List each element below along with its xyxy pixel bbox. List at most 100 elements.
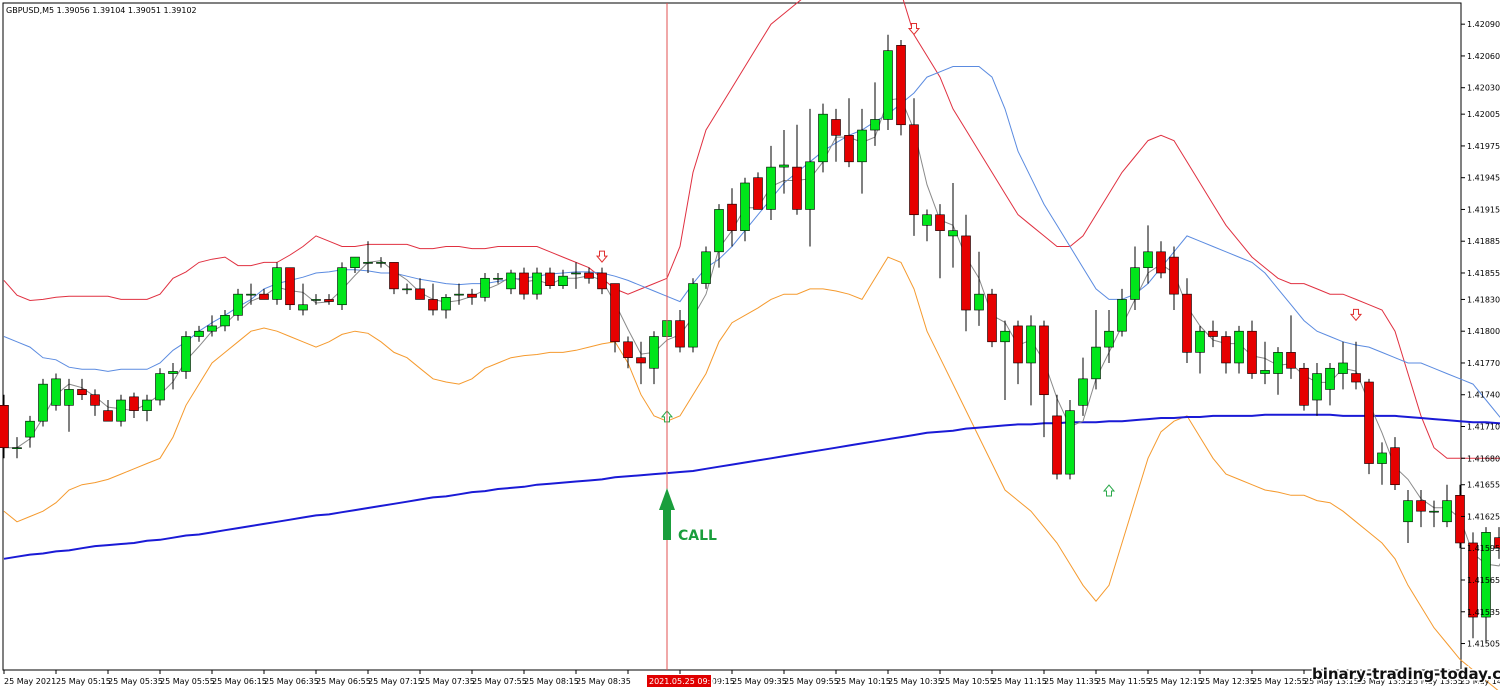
time-tick-label: 25 May 05:55: [160, 677, 215, 686]
candle-body: [481, 278, 490, 297]
candle-body: [897, 45, 906, 124]
candle-body: [338, 268, 347, 305]
price-tick-label: 1.42090: [1467, 20, 1500, 29]
price-tick-label: 1.41975: [1467, 142, 1500, 151]
candle-body: [1066, 411, 1075, 475]
candle-body: [845, 135, 854, 161]
price-tick-label: 1.41915: [1467, 205, 1500, 214]
time-tick-label: 25 May 05:15: [56, 677, 111, 686]
candle-body: [1248, 331, 1257, 373]
candle-body: [169, 371, 178, 373]
candle-body: [273, 268, 282, 300]
candle-body: [1092, 347, 1101, 379]
candle-body: [299, 305, 308, 310]
candle-body: [1274, 352, 1283, 373]
candle: [611, 284, 620, 353]
candle-body: [793, 167, 802, 209]
candle-body: [559, 276, 568, 286]
price-tick-label: 1.42005: [1467, 110, 1500, 119]
candle-body: [637, 358, 646, 363]
candle-body: [1261, 370, 1270, 373]
candle: [1365, 379, 1374, 474]
candle-body: [0, 405, 9, 447]
time-tick-label: 25 May 11:35: [1044, 677, 1099, 686]
candle-body: [1443, 501, 1452, 522]
candle-body: [780, 165, 789, 167]
candle-body: [871, 119, 880, 130]
candle-body: [234, 294, 243, 315]
candle-body: [221, 315, 230, 326]
time-tick-label: 25 May 12:15: [1148, 677, 1203, 686]
candle-body: [1027, 326, 1036, 363]
candle-body: [624, 342, 633, 358]
candle-body: [715, 209, 724, 251]
symbol-header: GBPUSD,M5 1.39056 1.39104 1.39051 1.3910…: [6, 6, 197, 15]
price-tick-label: 1.41885: [1467, 237, 1500, 246]
time-tick-label: 25 May 10:15: [836, 677, 891, 686]
price-tick-label: 1.41855: [1467, 269, 1500, 278]
candle-body: [1378, 453, 1387, 464]
candle-body: [143, 400, 152, 411]
time-tick-label: 25 May 10:55: [940, 677, 995, 686]
time-tick-label: 25 May 08:35: [576, 677, 631, 686]
candle: [156, 368, 165, 405]
candle-body: [819, 114, 828, 162]
candle-body: [585, 273, 594, 278]
candle-body: [195, 331, 204, 336]
candle-body: [260, 294, 269, 299]
candle-body: [858, 130, 867, 162]
candle-body: [312, 299, 321, 300]
candle-body: [741, 183, 750, 231]
time-tick-label: 25 May 09:55: [784, 677, 839, 686]
candle: [702, 247, 711, 289]
candle-body: [247, 294, 256, 295]
time-tick-label: 25 May 08:15: [524, 677, 579, 686]
price-tick-label: 1.41740: [1467, 391, 1500, 400]
candle-body: [78, 389, 87, 394]
time-tick-label: 25 May 11:15: [992, 677, 1047, 686]
candle-body: [1183, 294, 1192, 352]
candle-body: [1339, 363, 1348, 374]
price-tick-label: 1.41710: [1467, 422, 1500, 431]
candle-body: [1157, 252, 1166, 273]
time-tick-label: 25 May 07:15: [368, 677, 423, 686]
candle-body: [1430, 511, 1439, 512]
candle-body: [546, 273, 555, 286]
candle-body: [1300, 368, 1309, 405]
candle-body: [572, 273, 581, 274]
candle-body: [507, 273, 516, 289]
watermark: binary-trading-today.com: [1312, 665, 1500, 683]
candle-body: [910, 125, 919, 215]
candle-body: [1144, 252, 1153, 268]
candle-body: [1326, 368, 1335, 389]
candle-body: [1456, 495, 1465, 543]
time-tick-label: 25 May 07:35: [420, 677, 475, 686]
candle-body: [676, 321, 685, 347]
candle-body: [39, 384, 48, 421]
candle: [689, 278, 698, 352]
time-tick-label: 25 May 06:15: [212, 677, 267, 686]
candle: [52, 374, 61, 411]
candle-body: [1222, 337, 1231, 363]
candle-body: [26, 421, 35, 437]
candle-body: [1417, 501, 1426, 512]
candle-body: [52, 379, 61, 405]
candle-body: [91, 395, 100, 406]
candle-body: [286, 268, 295, 305]
price-tick-label: 1.41655: [1467, 481, 1500, 490]
time-tick-label: 25 May 12:55: [1252, 677, 1307, 686]
candle-body: [325, 299, 334, 301]
candle-body: [429, 299, 438, 310]
candle: [338, 262, 347, 310]
candle-body: [611, 284, 620, 342]
candle-body: [416, 289, 425, 300]
candle-body: [936, 215, 945, 231]
candle-body: [598, 273, 607, 289]
price-tick-label: 1.41770: [1467, 359, 1500, 368]
price-tick-label: 1.41535: [1467, 608, 1500, 617]
candle: [39, 379, 48, 427]
price-tick-label: 1.42030: [1467, 84, 1500, 93]
candle: [988, 289, 997, 347]
